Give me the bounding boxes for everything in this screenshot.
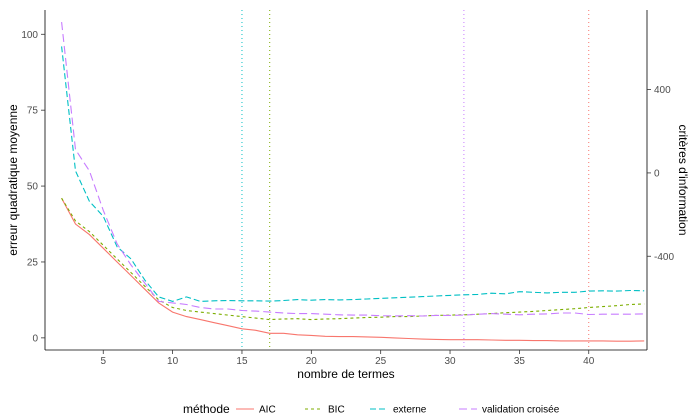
y2-tick-label: 400 bbox=[654, 85, 671, 96]
series-line-BIC bbox=[61, 197, 645, 321]
y2-tick-label: 0 bbox=[654, 168, 660, 179]
y2-tick-label: -400 bbox=[654, 252, 674, 263]
plot-area bbox=[61, 10, 645, 350]
legend: méthode AIC BIC externe validation croisée bbox=[183, 402, 560, 415]
x-tick-label: 35 bbox=[514, 356, 526, 367]
series-line-validation-croisée bbox=[61, 22, 645, 317]
x-tick-label: 10 bbox=[167, 356, 179, 367]
y-axis-title: erreur quadratique moyenne bbox=[6, 104, 20, 256]
y-tick-label: 25 bbox=[27, 257, 39, 268]
legend-label: validation croisée bbox=[482, 405, 560, 415]
legend-label: externe bbox=[393, 405, 427, 415]
legend-label: AIC bbox=[259, 405, 276, 415]
x-tick-label: 30 bbox=[444, 356, 456, 367]
series-line-AIC bbox=[61, 197, 645, 342]
y-tick-label: 0 bbox=[32, 333, 38, 344]
x-tick-label: 40 bbox=[583, 356, 595, 367]
x-tick-label: 5 bbox=[100, 356, 106, 367]
x-tick-label: 25 bbox=[375, 356, 387, 367]
y2-axis-title: critères d'information bbox=[676, 125, 690, 236]
y-tick-label: 100 bbox=[21, 30, 38, 41]
x-tick-label: 20 bbox=[306, 356, 318, 367]
y-tick-label: 75 bbox=[27, 106, 39, 117]
series-line-externe bbox=[61, 46, 645, 302]
x-tick-label: 15 bbox=[236, 356, 248, 367]
legend-label: BIC bbox=[328, 405, 345, 415]
y-tick-label: 50 bbox=[27, 182, 39, 193]
legend-title: méthode bbox=[183, 402, 230, 415]
x-axis-title: nombre de termes bbox=[297, 367, 394, 381]
